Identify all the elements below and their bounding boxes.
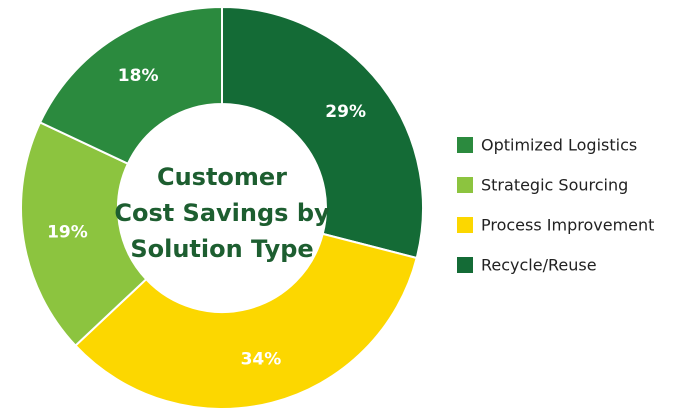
donut-segment: [221, 5, 424, 260]
value-label: 18%: [118, 66, 159, 86]
legend-swatch: [457, 177, 473, 193]
legend-label: Strategic Sourcing: [481, 176, 628, 195]
legend-swatch: [457, 257, 473, 273]
legend-label: Optimized Logistics: [481, 136, 637, 155]
value-label: 34%: [241, 350, 282, 370]
legend-swatch: [457, 217, 473, 233]
donut-segment: [38, 5, 223, 166]
legend-label: Recycle/Reuse: [481, 256, 597, 275]
chart-title: Cost Savings by: [114, 199, 330, 227]
donut-segment: [20, 121, 148, 348]
legend-label: Process Improvement: [481, 216, 654, 235]
chart-title: Solution Type: [130, 235, 313, 263]
value-label: 19%: [47, 222, 88, 242]
donut-segment: [74, 232, 418, 410]
chart-title: Customer: [157, 163, 287, 191]
value-label: 29%: [325, 102, 366, 122]
legend-swatch: [457, 137, 473, 153]
